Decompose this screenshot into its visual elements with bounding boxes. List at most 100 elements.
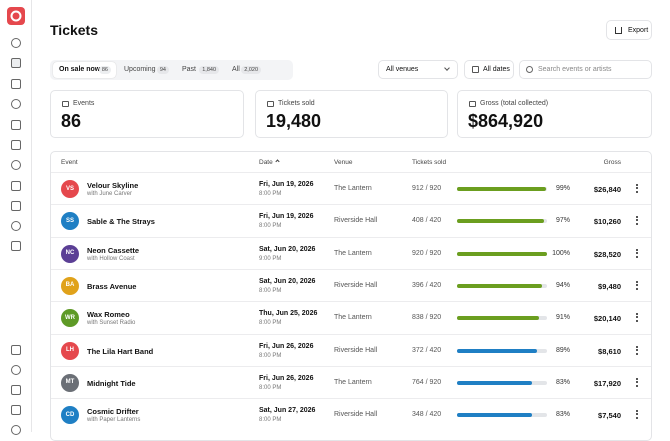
row-menu[interactable]	[636, 313, 638, 323]
search-icon[interactable]	[526, 66, 533, 73]
nav-icon[interactable]	[11, 120, 21, 130]
nav-icon[interactable]	[11, 385, 21, 395]
venue-select[interactable]: All venues	[378, 60, 458, 79]
nav-icon[interactable]	[11, 38, 21, 48]
percent-label: 83%	[555, 411, 570, 419]
nav-icon[interactable]	[11, 58, 21, 68]
row-menu[interactable]	[636, 184, 638, 193]
table-row[interactable]: SS Sable & The Strays Fri, Jun 19, 2026 8:0…	[51, 204, 651, 236]
nav-icon[interactable]	[11, 160, 21, 170]
event-support: with June Carver	[87, 191, 133, 197]
tab-count[interactable]: 94	[156, 66, 169, 74]
date-label[interactable]: All dates	[483, 66, 510, 73]
progress-track	[457, 348, 547, 353]
tab[interactable]: Upcoming 94	[118, 62, 174, 78]
row-menu[interactable]	[636, 377, 638, 387]
avatar: CD	[61, 406, 79, 425]
event-name[interactable]: Wax Romeo	[87, 310, 130, 320]
tab-label[interactable]: All	[232, 66, 240, 73]
calendar-icon[interactable]	[472, 66, 479, 73]
tab[interactable]: Past 1,840	[176, 62, 224, 78]
event-time: 8:00 PM	[259, 223, 282, 230]
gross: $20,140	[593, 314, 621, 324]
tab-count[interactable]: 86	[98, 66, 111, 74]
nav-icon[interactable]	[11, 241, 21, 251]
column-header: Tickets sold	[412, 159, 447, 166]
event-time: 8:00 PM	[259, 191, 282, 197]
tickets-sold: 912 / 920	[412, 185, 442, 192]
export-button[interactable]: Export	[606, 20, 652, 40]
column-header[interactable]: Date	[259, 159, 273, 166]
table-row[interactable]: NC Neon Cassette with Hollow Coast Sat, Jun…	[51, 236, 651, 269]
tab-label[interactable]: Past	[182, 66, 197, 73]
export-icon[interactable]	[615, 27, 622, 34]
nav-icon[interactable]	[11, 405, 21, 415]
event-date: Sat, Jun 20, 2026	[259, 245, 316, 253]
search-placeholder[interactable]: Search events or artists	[538, 66, 612, 73]
gross: $9,480	[598, 281, 621, 291]
tickets-sold: 348 / 420	[412, 411, 442, 419]
avatar: LH	[61, 341, 79, 360]
row-menu[interactable]	[636, 280, 638, 290]
event-name[interactable]: Neon Cassette	[87, 245, 140, 255]
venue: The Lantern	[334, 314, 372, 322]
table-row[interactable]: MT Midnight Tide Fri, Jun 26, 2026 8:00 PM T…	[51, 365, 651, 398]
table-row[interactable]: VS Velour Skyline with June Carver Fri, Jun…	[51, 172, 651, 204]
stat-icon	[469, 101, 476, 107]
avatar: MT	[61, 373, 79, 392]
nav-icon[interactable]	[11, 140, 21, 150]
nav-icon[interactable]	[11, 201, 21, 211]
row-menu[interactable]	[636, 248, 638, 258]
nav-icon[interactable]	[11, 181, 21, 191]
avatar: SS	[61, 212, 79, 231]
table-row[interactable]: LH The Lila Hart Band Fri, Jun 26, 2026 8:0…	[51, 333, 651, 366]
table-row[interactable]: BA Brass Avenue Sat, Jun 20, 2026 8:00 PM Ri…	[51, 268, 651, 301]
row-menu[interactable]	[636, 345, 638, 355]
tab[interactable]: All 2,020	[226, 62, 266, 78]
table-row[interactable]: WR Wax Romeo with Sunset Radio Thu, Jun 25,…	[51, 301, 651, 333]
nav-icon[interactable]	[11, 345, 21, 355]
nav-icon[interactable]	[11, 79, 21, 89]
export-label[interactable]: Export	[628, 27, 649, 34]
stat-value: 86	[61, 111, 82, 131]
page-title: Tickets	[50, 22, 98, 38]
progress-bar	[457, 283, 542, 288]
venue: Riverside Hall	[334, 346, 378, 354]
percent-label: 89%	[555, 346, 570, 354]
percent-label: 83%	[555, 378, 570, 386]
progress-track	[457, 283, 547, 288]
progress-track	[457, 219, 547, 224]
avatar-initials: WR	[65, 314, 75, 321]
stat-value: $864,920	[468, 111, 544, 131]
tab-count[interactable]: 2,020	[241, 66, 261, 74]
event-name[interactable]: Cosmic Drifter	[87, 407, 139, 417]
tab-label[interactable]: Upcoming	[124, 66, 156, 73]
date-filter[interactable]: All dates	[464, 60, 514, 79]
event-name[interactable]: Brass Avenue	[87, 281, 137, 291]
tab-count[interactable]: 1,840	[199, 66, 219, 74]
nav-icon[interactable]	[11, 221, 21, 231]
avatar-initials: BA	[65, 282, 75, 289]
page: Tickets Export On sale now 86 Upcoming 94 Past…	[7, 0, 652, 441]
nav-icon[interactable]	[11, 99, 21, 109]
progress-bar	[457, 413, 532, 418]
row-menu[interactable]	[636, 410, 638, 420]
column-header: Event	[61, 159, 78, 166]
avatar: WR	[61, 309, 79, 328]
event-name[interactable]: The Lila Hart Band	[87, 346, 154, 356]
event-date: Sat, Jun 20, 2026	[259, 277, 316, 285]
event-name[interactable]: Sable & The Strays	[87, 217, 155, 227]
venue-label[interactable]: All venues	[386, 66, 419, 73]
chevron[interactable]	[444, 65, 450, 71]
tab[interactable]: On sale now 86	[53, 62, 116, 78]
tab-label[interactable]: On sale now	[59, 66, 101, 73]
event-name[interactable]: Midnight Tide	[87, 378, 136, 388]
search-input[interactable]: Search events or artists	[519, 60, 652, 79]
logo[interactable]	[7, 7, 25, 25]
row-menu[interactable]	[636, 216, 638, 226]
event-name[interactable]: Velour Skyline	[87, 181, 139, 190]
stat-label: Gross (total collected)	[480, 100, 549, 107]
event-time: 8:00 PM	[259, 417, 282, 424]
table-row[interactable]: CD Cosmic Drifter with Paper Lanterns Sat, …	[51, 398, 651, 430]
nav-icon[interactable]	[11, 365, 21, 375]
